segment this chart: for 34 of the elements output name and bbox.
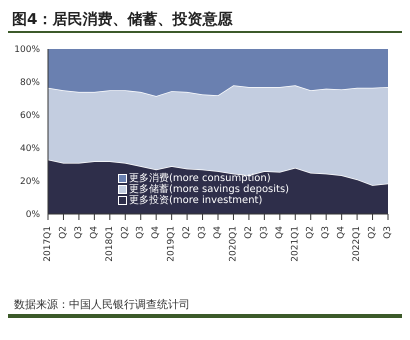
x-tick-label: Q2: [58, 226, 68, 239]
x-tick-label: Q3: [74, 226, 84, 239]
x-tick-label: Q4: [336, 226, 347, 239]
legend-label: 更多储蓄(more savings deposits): [129, 184, 290, 195]
x-tick-label: 2018Q1: [104, 226, 115, 262]
source-note: 数据来源：中国人民银行调查统计司: [8, 295, 402, 318]
y-tick-label: 100%: [14, 45, 40, 56]
x-tick-label: Q4: [89, 226, 100, 239]
x-tick-label: 2022Q1: [352, 226, 362, 262]
x-tick-label: Q4: [274, 226, 285, 239]
x-tick-label: Q2: [368, 226, 378, 239]
x-tick-label: Q2: [182, 226, 192, 239]
y-tick-label: 20%: [20, 177, 40, 188]
x-tick-label: 2017Q1: [43, 226, 53, 262]
x-tick-label: 2020Q1: [228, 226, 238, 262]
x-tick-label: Q2: [244, 226, 254, 239]
x-tick-label: Q3: [136, 226, 146, 239]
x-tick-label: Q3: [198, 226, 208, 239]
x-tick-label: Q2: [120, 226, 130, 239]
x-tick-label: Q2: [306, 226, 316, 239]
x-tick-label: 2021Q1: [290, 226, 300, 262]
x-tick-label: 2019Q1: [166, 226, 177, 262]
legend-label: 更多消费(more consumption): [129, 173, 271, 184]
x-tick-label: Q3: [321, 226, 332, 239]
x-tick-label: Q3: [383, 226, 393, 239]
y-tick-label: 40%: [20, 144, 40, 154]
x-tick-label: Q4: [213, 226, 223, 239]
x-tick-label: Q4: [151, 226, 162, 239]
legend-label: 更多投资(more investment): [129, 195, 262, 206]
y-tick-label: 80%: [20, 78, 40, 88]
y-tick-label: 0%: [26, 210, 40, 220]
x-tick-label: Q3: [259, 226, 270, 239]
chart-title: 图4：居民消费、储蓄、投资意愿: [8, 8, 402, 33]
y-tick-label: 60%: [20, 111, 40, 122]
